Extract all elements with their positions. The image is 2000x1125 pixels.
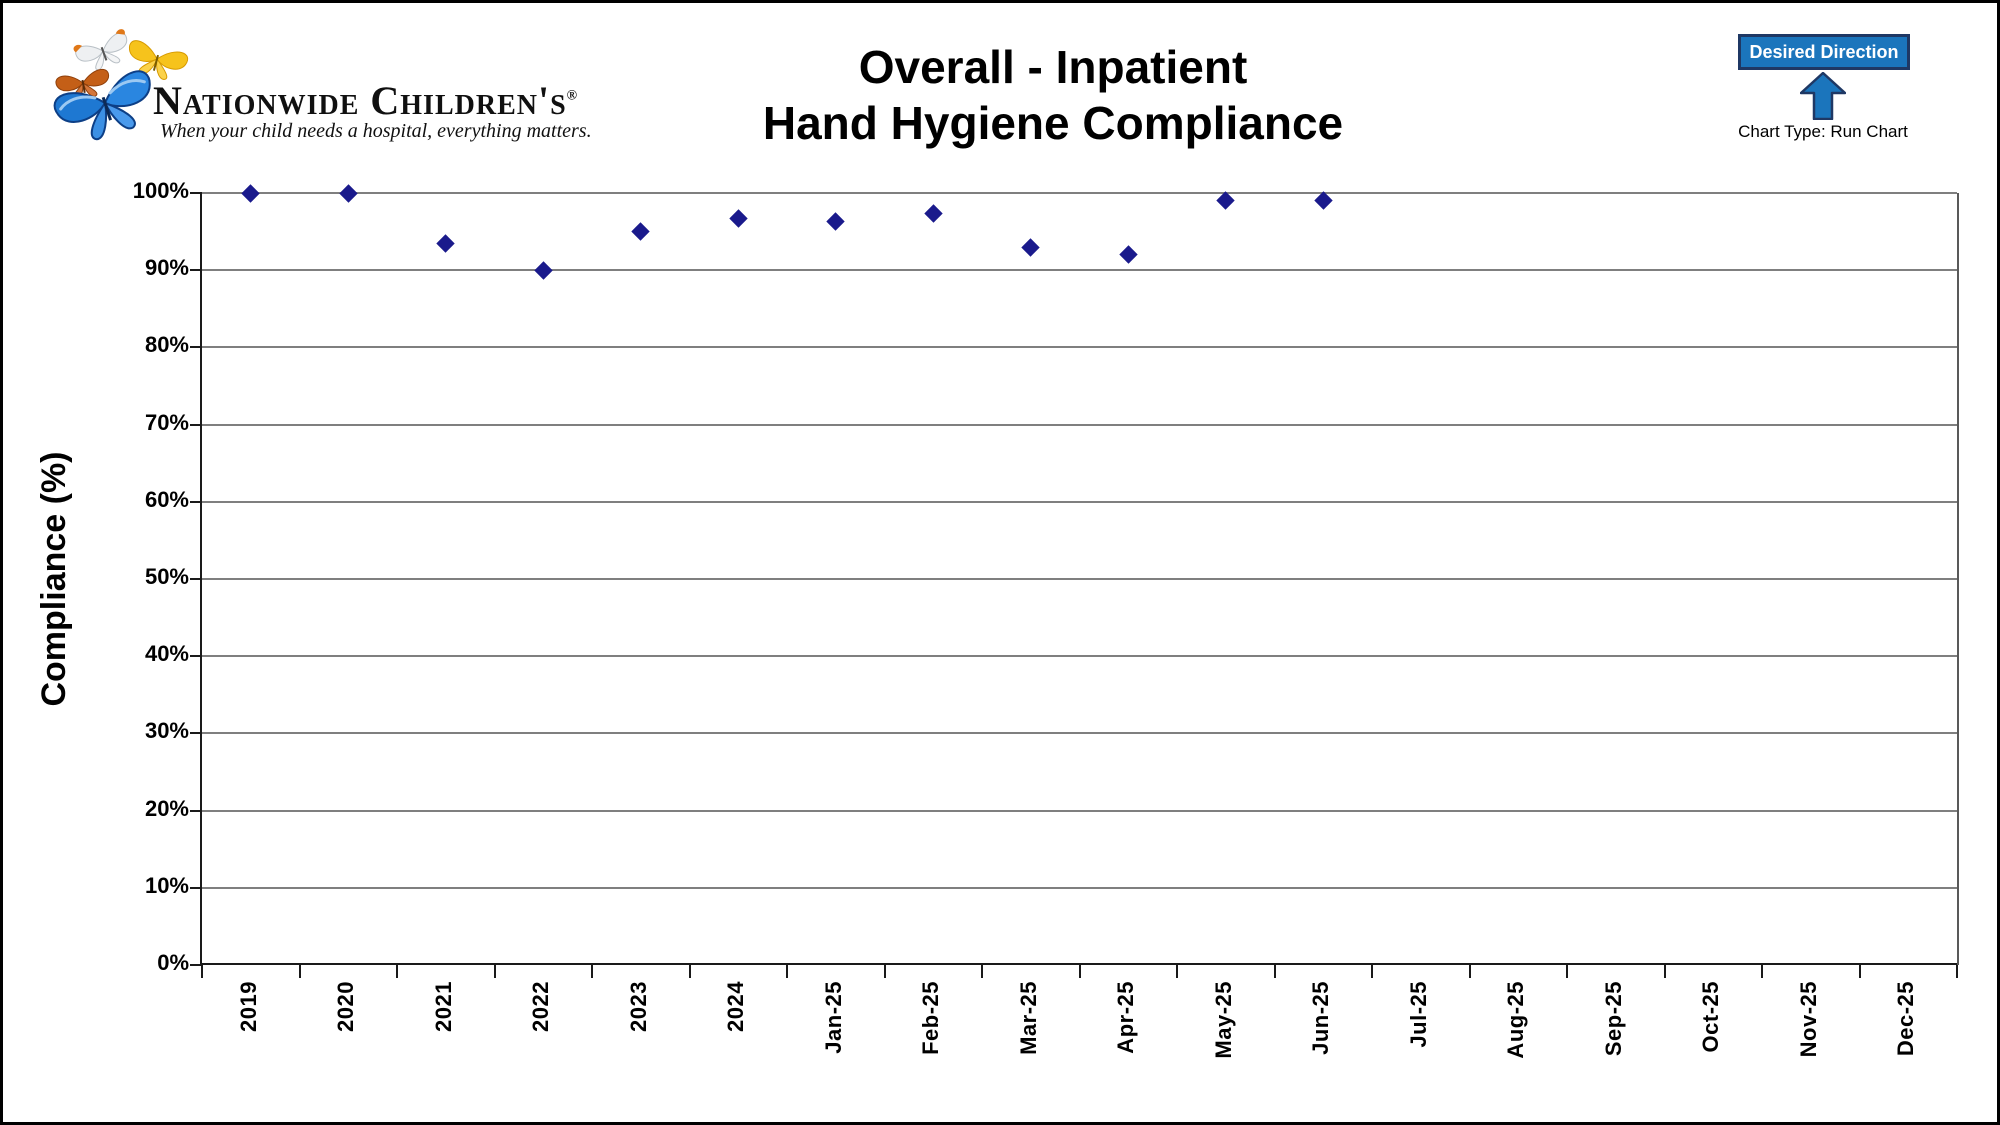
desired-direction-label: Desired Direction (1749, 41, 1899, 62)
x-axis-line (200, 963, 1959, 965)
y-axis-tick (190, 500, 202, 503)
y-axis-tick-label: 50% (144, 564, 189, 589)
y-axis-title: Compliance (%) (35, 451, 73, 707)
desired-direction-badge: Desired Direction (1738, 34, 1910, 70)
chart-title: Overall - Inpatient Hand Hygiene Complia… (763, 39, 1343, 151)
x-axis-tick (298, 965, 301, 978)
gridline (202, 500, 1957, 503)
x-axis-tick-label: Oct-25 (1698, 981, 1724, 1053)
x-axis-tick-label: 2020 (333, 981, 359, 1032)
x-axis-tick-label: Jan-25 (820, 981, 846, 1054)
chart-title-line1: Overall - Inpatient (858, 41, 1248, 93)
gridline (202, 578, 1957, 580)
x-axis-tick (1566, 965, 1568, 978)
x-axis-tick (201, 965, 203, 978)
y-axis-tick (190, 655, 202, 658)
data-point-marker (241, 183, 260, 203)
x-axis-tick (1371, 965, 1373, 978)
y-axis-tick-label: 80% (144, 332, 189, 358)
x-axis-tick-label: Jul-25 (1405, 981, 1431, 1048)
x-axis-tick (1176, 965, 1178, 978)
data-point-marker (339, 183, 358, 203)
x-axis-tick (591, 965, 593, 978)
x-axis-tick-label: 2021 (430, 981, 456, 1032)
up-arrow-icon (1800, 72, 1846, 120)
data-point-marker (729, 209, 748, 228)
data-point-marker (631, 222, 650, 241)
x-axis-tick-label: Feb-25 (918, 981, 944, 1055)
x-axis-tick (1858, 965, 1861, 978)
gridline (202, 423, 1957, 426)
chart-title-line2: Hand Hygiene Compliance (762, 97, 1344, 149)
x-axis-tick-label: Aug-25 (1503, 981, 1529, 1059)
data-point-marker (436, 233, 455, 253)
data-point-marker (1021, 237, 1040, 257)
x-axis-tick (396, 965, 398, 978)
gridline (202, 886, 1957, 889)
x-axis-tick-label: May-25 (1210, 981, 1236, 1059)
data-point-marker (826, 212, 845, 231)
gridline (202, 809, 1957, 812)
y-axis-tick-label: 30% (144, 718, 189, 744)
gridline (202, 732, 1957, 735)
x-axis-tick (688, 965, 691, 978)
plot-right-border (1957, 193, 1959, 965)
y-axis-tick-label: 90% (144, 255, 189, 281)
y-axis-tick (190, 732, 202, 735)
x-axis-tick-label: 2023 (625, 981, 651, 1032)
y-axis-tick (190, 423, 202, 426)
y-axis-tick-label: 40% (144, 641, 189, 667)
x-axis-tick-label: Apr-25 (1113, 981, 1139, 1054)
x-axis-tick (981, 965, 983, 978)
x-axis-tick (1956, 965, 1958, 978)
y-axis-tick (190, 192, 202, 194)
x-axis-tick-label: 2019 (235, 981, 261, 1032)
data-point-marker (1314, 191, 1333, 210)
chart-type-caption: Chart Type: Run Chart (1738, 122, 1908, 141)
y-axis-tick-label: 20% (144, 795, 189, 821)
data-point-marker (534, 260, 553, 280)
x-axis-tick (493, 965, 496, 978)
x-axis-tick (1273, 965, 1276, 978)
y-axis-tick-label: 60% (144, 486, 189, 512)
y-axis-tick (190, 886, 202, 889)
x-axis-tick-label: Sep-25 (1600, 981, 1626, 1057)
data-point-marker (1119, 245, 1138, 264)
data-point-marker (1216, 191, 1235, 210)
x-axis-tick (1078, 965, 1081, 978)
x-axis-tick-label: 2022 (528, 981, 554, 1032)
gridline (202, 192, 1957, 194)
nationwide-childrens-logo: Nationwide Children's® When your child n… (3, 3, 603, 153)
y-axis-tick (190, 578, 202, 580)
x-axis-tick (1468, 965, 1471, 978)
y-axis-tick (190, 964, 202, 966)
gridline (202, 269, 1957, 272)
y-axis-tick (190, 269, 202, 272)
logo-wordmark: Nationwide Children's® (153, 78, 579, 123)
x-axis-tick-label: Jun-25 (1308, 981, 1334, 1055)
x-axis-tick (1663, 965, 1666, 978)
x-axis-tick-label: 2024 (723, 981, 749, 1032)
y-axis-tick-label: 70% (144, 409, 189, 435)
y-axis-tick (190, 346, 202, 349)
butterflies-icon (53, 29, 188, 141)
registered-trademark: ® (566, 88, 579, 104)
x-axis-tick-label: Nov-25 (1795, 981, 1821, 1058)
y-axis-tick (190, 809, 202, 812)
logo-tagline: When your child needs a hospital, everyt… (160, 120, 592, 142)
x-axis-tick-label: Dec-25 (1893, 981, 1919, 1057)
x-axis-tick-label: Mar-25 (1015, 981, 1041, 1055)
x-axis-tick (786, 965, 788, 978)
x-axis-tick (883, 965, 886, 978)
x-axis-tick (1761, 965, 1763, 978)
gridline (202, 655, 1957, 658)
y-axis-tick-label: 100% (132, 178, 189, 203)
y-axis-tick-label: 10% (144, 872, 189, 898)
data-point-marker (924, 203, 943, 223)
y-axis-tick-label: 0% (157, 950, 189, 975)
gridline (202, 346, 1957, 349)
